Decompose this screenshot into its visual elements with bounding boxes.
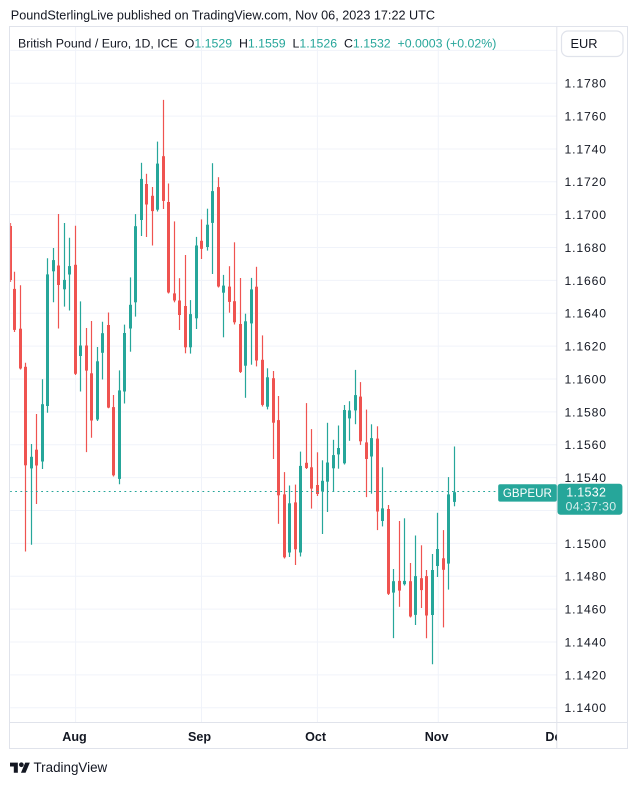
svg-text:PoundSterlingLive published on: PoundSterlingLive published on TradingVi… xyxy=(11,9,435,23)
svg-text:1.1600: 1.1600 xyxy=(565,372,607,386)
svg-text:1.1760: 1.1760 xyxy=(565,109,607,123)
svg-text:1.1660: 1.1660 xyxy=(565,274,607,288)
svg-text:1.1420: 1.1420 xyxy=(565,668,607,682)
svg-text:1.1580: 1.1580 xyxy=(565,405,607,419)
svg-text:GBPEUR: GBPEUR xyxy=(503,487,552,500)
svg-text:Sep: Sep xyxy=(188,730,211,744)
svg-text:1.1440: 1.1440 xyxy=(565,635,607,649)
svg-text:1.1532: 1.1532 xyxy=(566,485,606,499)
svg-text:British Pound / Euro, 1D, ICE: British Pound / Euro, 1D, ICE O1.1529 H1… xyxy=(18,36,496,50)
svg-text:1.1640: 1.1640 xyxy=(565,307,607,321)
svg-text:1.1620: 1.1620 xyxy=(565,340,607,354)
svg-text:TradingView: TradingView xyxy=(34,760,108,775)
svg-text:Nov: Nov xyxy=(425,730,449,744)
svg-text:1.1500: 1.1500 xyxy=(565,537,607,551)
svg-text:1.1540: 1.1540 xyxy=(565,471,607,485)
svg-text:04:37:30: 04:37:30 xyxy=(566,499,617,513)
svg-text:1.1780: 1.1780 xyxy=(565,77,607,91)
svg-text:1.1700: 1.1700 xyxy=(565,208,607,222)
svg-text:Aug: Aug xyxy=(62,730,86,744)
svg-text:1.1740: 1.1740 xyxy=(565,142,607,156)
svg-text:1.1680: 1.1680 xyxy=(565,241,607,255)
svg-text:Oct: Oct xyxy=(305,730,327,744)
svg-text:1.1460: 1.1460 xyxy=(565,603,607,617)
svg-text:1.1720: 1.1720 xyxy=(565,175,607,189)
svg-text:Dec: Dec xyxy=(545,730,568,744)
svg-text:1.1560: 1.1560 xyxy=(565,438,607,452)
svg-text:EUR: EUR xyxy=(571,36,598,51)
svg-text:1.1400: 1.1400 xyxy=(565,701,607,715)
svg-text:1.1480: 1.1480 xyxy=(565,570,607,584)
